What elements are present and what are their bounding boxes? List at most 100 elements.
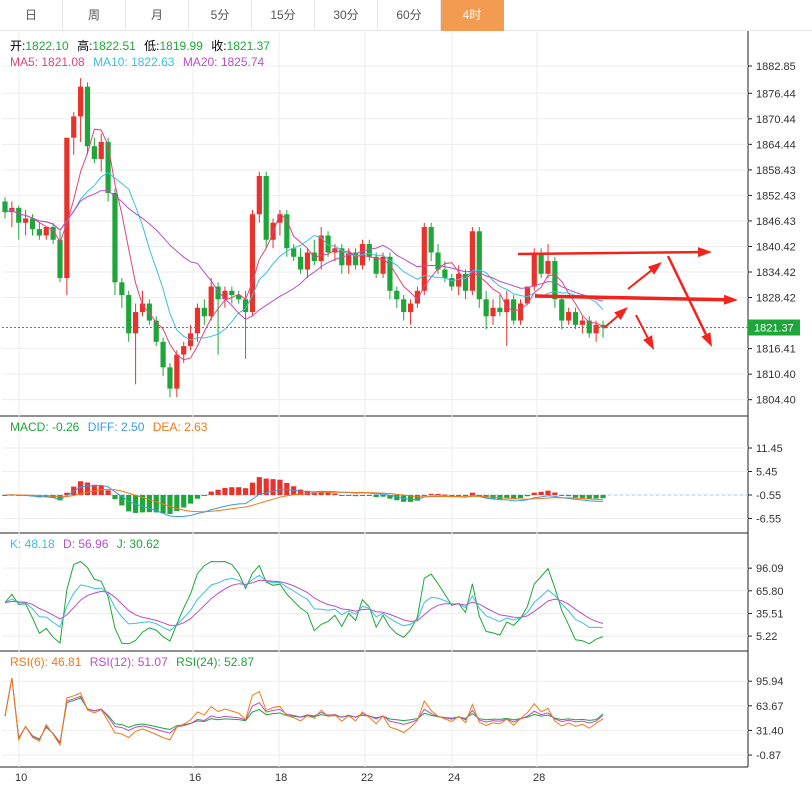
macd-bar [84,482,91,495]
macd-bar [270,479,276,495]
chart-canvas[interactable]: 10 16 18 22 24 28 1882.85 1876.44 1870.44 1864.44… [0,31,812,795]
price-legend: 开:1822.10 高:1822.51 低:1819.99 收:1821.37 [10,37,275,54]
tab-60min[interactable]: 60分 [378,0,441,31]
tab-week[interactable]: 周 [63,0,126,31]
candle-body [380,256,386,274]
y-tick-label: 1858.43 [756,165,796,177]
ma20-legend: MA20: 1825.74 [182,55,265,69]
candle-body [483,299,489,317]
tab-4hour[interactable]: 4时 [441,0,504,31]
arrow-up-small-2-head [614,307,628,320]
x-tick-label: 10 [15,772,27,784]
macd-bar [64,492,70,495]
candle-body [167,367,173,389]
macd-bar [332,493,338,495]
macd-bar [318,491,324,495]
diff-line [4,484,604,518]
macd-bar [469,492,476,495]
candle-body [462,273,469,291]
candle-body [442,269,448,279]
candle-body [194,307,201,334]
candle-body [84,86,91,147]
ma20-line [4,190,604,320]
ma10-line [4,171,604,341]
candle-body [284,214,290,249]
y-tick-label: 11.45 [756,443,783,455]
macd-bar [421,494,427,496]
candle-body [242,299,249,313]
last-price-tag [748,319,800,336]
macd-bar [57,494,63,501]
arrow-down-right-head [701,332,712,347]
tab-30min[interactable]: 30分 [315,0,378,31]
tab-month[interactable]: 月 [126,0,189,31]
tab-day[interactable]: 日 [0,0,63,31]
x-tick-label: 22 [361,772,373,784]
candle-body [215,286,221,300]
macd-bar [497,494,503,500]
macd-bar [146,494,152,513]
dea-legend: DEA: 2.63 [152,420,208,434]
y-tick-label: 5.45 [756,467,777,479]
y-tick-label: 35.51 [756,608,784,620]
macd-bar [119,494,125,506]
macd-bar [236,487,242,495]
macd-bar [242,488,249,495]
candle-body [181,346,187,355]
candle-body [105,141,111,193]
y-tick-label: 1810.40 [756,369,796,381]
macd-bar [387,494,393,499]
candle-body [249,214,256,313]
candle-body [91,146,97,159]
y-tick-label: 96.09 [756,563,784,575]
candle-body [126,295,132,334]
y-tick-label: 1864.44 [756,139,796,151]
candle-body [311,252,317,262]
tab-5min[interactable]: 5分 [189,0,252,31]
macd-bar [208,491,214,495]
macd-bar [428,493,434,495]
candle-body [112,192,118,283]
macd-bar [545,490,551,495]
macd-bar [98,485,104,495]
candle-body [497,307,503,313]
candle-body [201,307,207,317]
macd-bar [414,494,421,501]
macd-bar [78,481,84,495]
macd-bar [435,493,441,495]
macd-legend-value: MACD: -0.26 [10,420,80,434]
macd-bar [524,494,530,497]
candle-body [256,175,262,215]
candle-body [36,229,42,236]
macd-bar [366,494,372,496]
d-legend: D: 56.96 [63,537,109,551]
candle-body [236,295,242,300]
candle-body [524,286,530,304]
y-tick-label: 1882.85 [756,61,796,73]
macd-bar [139,494,146,513]
macd-bar [600,494,606,499]
ma-legend: MA5: 1821.08 MA10: 1822.63 MA20: 1825.74 [10,55,269,69]
y-tick-label: 1870.44 [756,114,796,126]
candle-body [57,239,63,279]
macd-bar [187,494,194,504]
arrow-up-small-head [647,262,662,275]
high-value: 1822.51 [92,39,136,53]
candle-body [428,227,434,253]
candle-body [456,273,462,287]
y-tick-label: 31.40 [756,725,784,737]
arrow-upper-right-head [697,247,712,258]
candle-body [538,252,544,274]
macd-bar [297,489,304,495]
macd-bar [201,494,207,496]
y-tick-label: 95.94 [756,676,784,688]
candle-body [270,222,276,240]
high-label: 高: [77,39,93,53]
candle-body [394,290,400,300]
macd-bar [174,494,180,512]
tab-15min[interactable]: 15分 [252,0,315,31]
arrow-down-small-head [643,335,654,350]
candle-body [263,175,269,240]
y-tick-label: 1846.43 [756,216,796,228]
rsi6-legend: RSI(6): 46.81 [10,655,82,669]
